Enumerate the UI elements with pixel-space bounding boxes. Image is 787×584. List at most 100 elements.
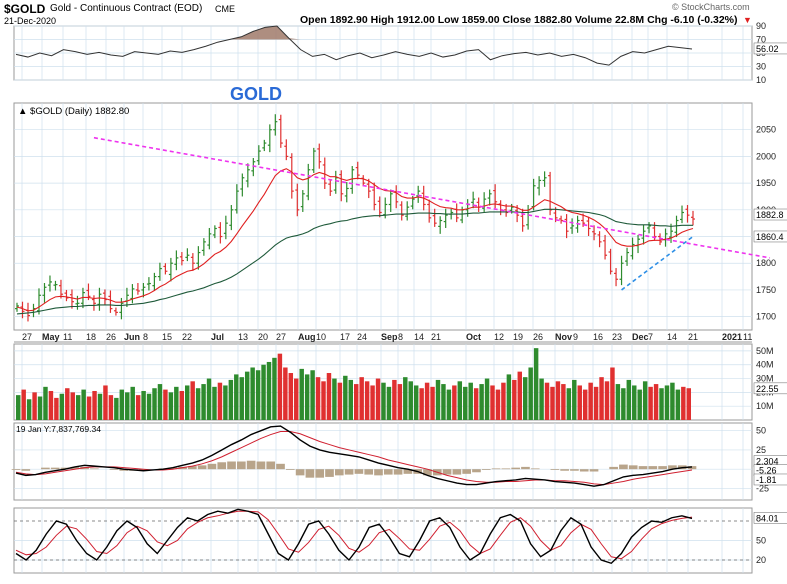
x-tick-label: 26 <box>106 332 116 342</box>
volume-bar <box>217 382 223 420</box>
volume-bar <box>506 374 512 420</box>
macd-histogram-bar <box>481 469 491 470</box>
volume-bar <box>354 384 359 420</box>
macd-histogram-bar <box>334 469 344 476</box>
volume-bar <box>86 396 92 420</box>
volume-bar <box>582 389 588 420</box>
macd-histogram-bar <box>530 468 540 470</box>
macd-histogram-bar <box>511 467 520 470</box>
volume-bar <box>452 385 457 420</box>
chart-description: Gold - Continuous Contract (EOD) <box>50 3 203 14</box>
ohlc-summary: Open 1892.90 High 1912.00 Low 1859.00 Cl… <box>300 14 738 26</box>
panel-frame-macd <box>13 422 753 501</box>
x-tick-label: 27 <box>22 332 32 342</box>
macd-histogram-bar <box>364 469 374 475</box>
volume-bar <box>528 367 533 420</box>
volume-bar <box>59 393 65 420</box>
macd-histogram-bar <box>628 465 638 470</box>
macd-histogram-bar <box>315 469 325 478</box>
exchange-label: CME <box>215 4 235 14</box>
volume-bar <box>637 389 642 420</box>
y-tick-label: 1950 <box>756 178 776 188</box>
value-tag-label: 1860.4 <box>756 232 784 242</box>
change-arrow: ▼ <box>743 15 752 25</box>
volume-bar <box>288 373 294 420</box>
volume-bar <box>495 389 501 420</box>
volume-bar <box>577 385 582 420</box>
value-tag-label: 2.304 <box>756 457 779 467</box>
x-tick-label: Aug <box>298 332 316 342</box>
macd-histogram-bar <box>266 461 276 470</box>
macd-histogram-bar <box>305 469 315 478</box>
price-panel-label: ▲ $GOLD (Daily) 1882.80 <box>18 106 129 117</box>
x-tick-label: 10 <box>316 332 326 342</box>
volume-bar <box>561 384 566 420</box>
macd-histogram-bar <box>383 469 393 475</box>
x-tick-label: Dec <box>632 332 649 342</box>
x-tick-label: Jun <box>124 332 140 342</box>
chart-symbol: $GOLD <box>4 2 46 16</box>
volume-bar <box>299 368 304 420</box>
value-tag-label: -1.81 <box>756 475 777 485</box>
x-tick-label: 17 <box>340 332 350 342</box>
value-tag-label: 84.01 <box>756 513 779 523</box>
y-tick-label: 1700 <box>756 312 776 322</box>
x-tick-label: 19 <box>513 332 523 342</box>
macd-histogram-bar <box>638 466 648 470</box>
rsi-line <box>15 25 693 66</box>
stoch-d-line <box>15 510 693 560</box>
volume-bar <box>152 388 157 420</box>
volume-bar <box>185 385 190 420</box>
x-tick-label: Jul <box>211 332 224 342</box>
volume-bar <box>501 382 506 420</box>
volume-bar <box>555 381 561 420</box>
stoch-k-line <box>15 508 693 565</box>
y-tick-label: 1750 <box>756 285 776 295</box>
y-tick-label: 50 <box>756 536 766 546</box>
volume-bar <box>168 392 174 420</box>
volume-bar <box>517 371 522 420</box>
volume-bar <box>310 370 315 420</box>
volume-bar <box>512 379 517 420</box>
value-tag-box <box>753 473 787 486</box>
volume-bar <box>250 367 255 420</box>
volume-bar <box>43 386 48 420</box>
x-tick-label: 7 <box>648 332 653 342</box>
volume-bar <box>16 395 21 420</box>
y-tick-label: 30 <box>756 62 766 72</box>
volume-bar <box>659 388 664 420</box>
volume-bar <box>141 390 146 420</box>
volume-bar <box>294 378 299 420</box>
volume-bar <box>70 392 75 420</box>
volume-bar <box>550 386 555 420</box>
volume-bar <box>681 386 686 420</box>
volume-bar <box>97 393 103 420</box>
volume-bar <box>533 348 539 420</box>
volume-bar <box>125 392 130 420</box>
macd-histogram-bar <box>648 466 658 470</box>
x-tick-label: 15 <box>162 332 172 342</box>
volume-bar <box>228 379 234 420</box>
macd-histogram-bar <box>139 469 148 471</box>
volume-bar <box>54 397 59 420</box>
x-tick-label: 8 <box>398 332 403 342</box>
volume-bar <box>572 379 577 420</box>
volume-bar <box>48 390 54 420</box>
macd-histogram-bar <box>246 460 256 470</box>
value-tag-label: 22.55 <box>756 384 779 394</box>
macd-histogram-bar <box>227 461 236 470</box>
macd-histogram-bar <box>579 469 589 472</box>
x-tick-label: 14 <box>414 332 424 342</box>
ema-slow-line <box>16 208 693 315</box>
x-tick-label: 26 <box>533 332 543 342</box>
macd-histogram-bar <box>90 468 99 470</box>
value-tag-label: 56.02 <box>756 44 779 54</box>
volume-bar <box>146 393 152 420</box>
volume-bar <box>435 379 441 420</box>
volume-bar <box>266 361 272 420</box>
volume-bar <box>157 384 163 420</box>
volume-bar <box>261 364 266 420</box>
chart-date: 21-Dec-2020 <box>4 16 57 26</box>
volume-bar <box>642 381 648 420</box>
